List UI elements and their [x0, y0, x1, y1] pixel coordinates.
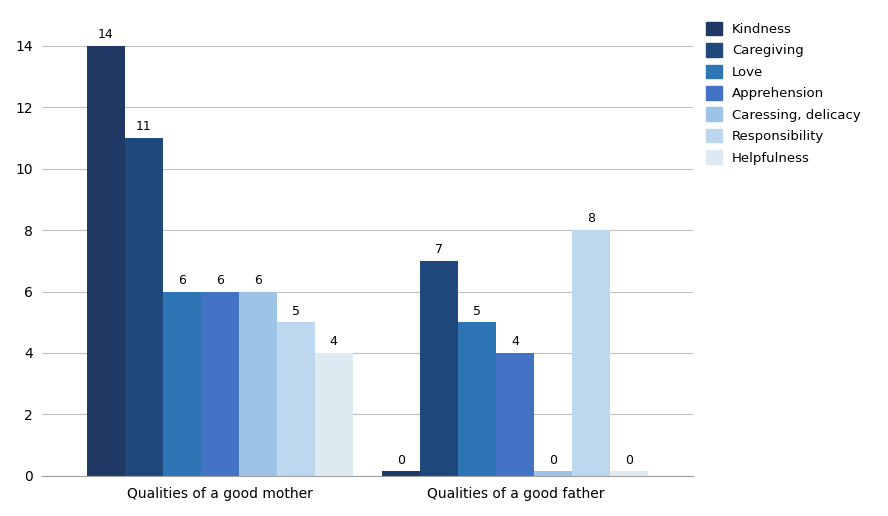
Bar: [239, 292, 277, 476]
Text: 8: 8: [587, 213, 595, 225]
Bar: [382, 471, 420, 476]
Bar: [163, 292, 201, 476]
Bar: [610, 471, 648, 476]
Text: 7: 7: [435, 243, 443, 256]
Bar: [572, 230, 610, 476]
Bar: [496, 353, 535, 476]
Text: 11: 11: [136, 120, 152, 133]
Bar: [124, 138, 163, 476]
Text: 0: 0: [550, 454, 558, 466]
Bar: [314, 353, 353, 476]
Bar: [87, 46, 124, 476]
Text: 6: 6: [216, 274, 224, 287]
Text: 4: 4: [511, 335, 519, 348]
Bar: [277, 322, 314, 476]
Bar: [201, 292, 239, 476]
Text: 6: 6: [254, 274, 262, 287]
Text: 5: 5: [473, 304, 481, 318]
Legend: Kindness, Caregiving, Love, Apprehension, Caressing, delicacy, Responsibility, H: Kindness, Caregiving, Love, Apprehension…: [706, 22, 860, 165]
Bar: [535, 471, 572, 476]
Bar: [420, 261, 458, 476]
Bar: [458, 322, 496, 476]
Text: 0: 0: [397, 454, 405, 466]
Text: 6: 6: [178, 274, 186, 287]
Text: 5: 5: [292, 304, 300, 318]
Text: 14: 14: [98, 28, 114, 41]
Text: 4: 4: [329, 335, 337, 348]
Text: 0: 0: [625, 454, 633, 466]
